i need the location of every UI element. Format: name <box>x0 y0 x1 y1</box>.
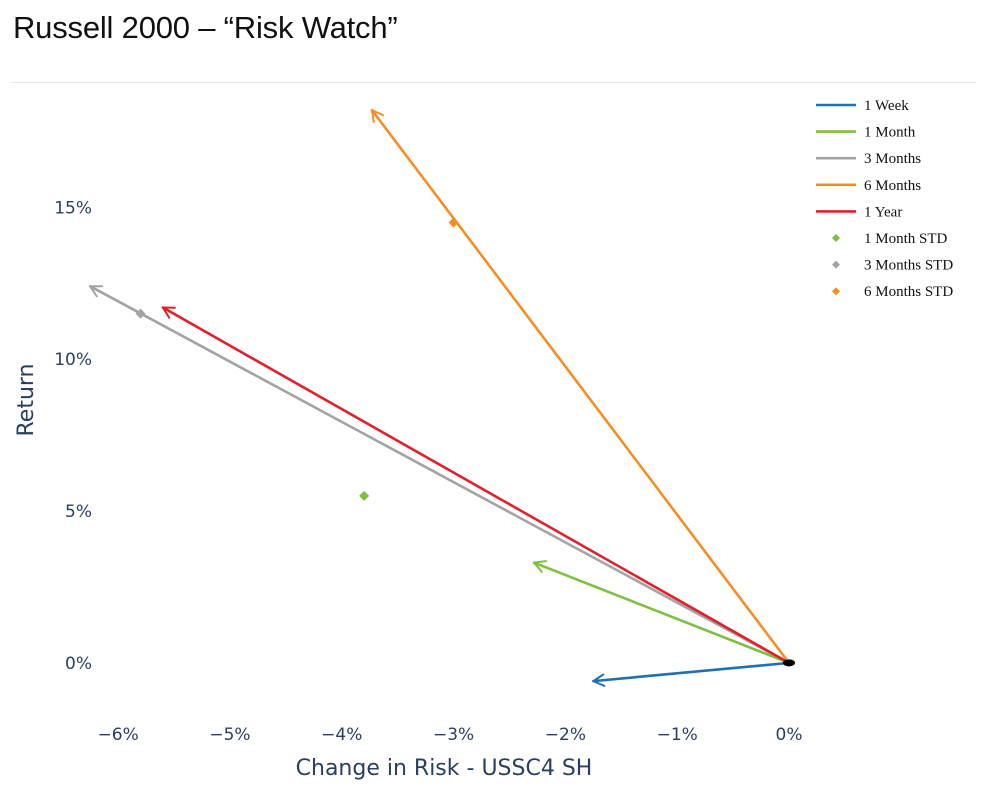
legend-item-3-months[interactable]: 3 Months <box>816 151 921 167</box>
arrow-series <box>88 108 791 687</box>
arrow-line-3-months <box>88 284 791 665</box>
x-tick-label: 0% <box>776 725 803 745</box>
marker-1-month-std <box>359 490 370 501</box>
legend-label: 6 Months STD <box>864 284 953 300</box>
legend-swatch-marker <box>832 234 840 242</box>
legend-swatch-marker <box>832 287 840 296</box>
y-axis-title: Return <box>14 363 39 436</box>
legend-swatch-marker <box>832 260 840 269</box>
legend-label: 3 Months <box>864 151 921 167</box>
legend-item-1-month-std[interactable]: 1 Month STD <box>832 231 948 247</box>
y-tick-label: 10% <box>54 350 92 370</box>
legend-item-1-month[interactable]: 1 Month <box>816 125 916 141</box>
marker-3-months-std <box>135 308 146 319</box>
legend-item-1-year[interactable]: 1 Year <box>816 204 902 220</box>
arrow-head-3-months <box>89 285 104 298</box>
arrow-line-6-months <box>370 108 791 665</box>
y-axis-ticks: 0% 5% 10% 15% <box>54 198 92 674</box>
y-tick-label: 0% <box>65 654 92 674</box>
arrow-line-1-year <box>161 306 791 665</box>
x-tick-label: −2% <box>545 725 586 745</box>
arrow-line-1-month <box>532 561 791 665</box>
x-axis-ticks: −6% −5% −4% −3% −2% −1% 0% <box>98 725 803 745</box>
legend[interactable]: 1 Week 1 Month 3 Months 6 Months 1 Year 1 Mon… <box>816 98 953 300</box>
page-title: Russell 2000 – “Risk Watch” <box>13 10 398 45</box>
std-markers <box>135 217 459 501</box>
arrow-head-1-month <box>533 560 547 573</box>
y-tick-label: 15% <box>54 198 92 218</box>
legend-item-3-months-std[interactable]: 3 Months STD <box>832 258 953 274</box>
title-divider <box>12 82 976 83</box>
x-tick-label: −5% <box>209 725 250 745</box>
legend-label: 1 Month <box>864 125 916 141</box>
origin-point <box>782 659 795 667</box>
legend-label: 3 Months STD <box>864 258 953 274</box>
legend-item-1-week[interactable]: 1 Week <box>816 98 909 114</box>
x-tick-label: −1% <box>657 725 698 745</box>
x-tick-label: −4% <box>321 725 362 745</box>
legend-item-6-months[interactable]: 6 Months <box>816 178 921 194</box>
x-tick-label: −6% <box>98 725 139 745</box>
y-tick-label: 5% <box>65 502 92 522</box>
legend-label: 6 Months <box>864 178 921 194</box>
arrow-line-1-week <box>592 661 791 683</box>
arrow-head-1-week <box>592 673 606 687</box>
arrow-head-6-months <box>370 109 384 124</box>
x-axis-title: Change in Risk - USSC4 SH <box>296 756 593 781</box>
legend-label: 1 Week <box>864 98 909 114</box>
x-tick-label: −3% <box>433 725 474 745</box>
legend-label: 1 Year <box>864 204 902 220</box>
arrow-head-1-year <box>161 306 176 319</box>
legend-item-6-months-std[interactable]: 6 Months STD <box>832 284 953 300</box>
marker-6-months-std <box>448 217 459 228</box>
legend-label: 1 Month STD <box>864 231 948 247</box>
